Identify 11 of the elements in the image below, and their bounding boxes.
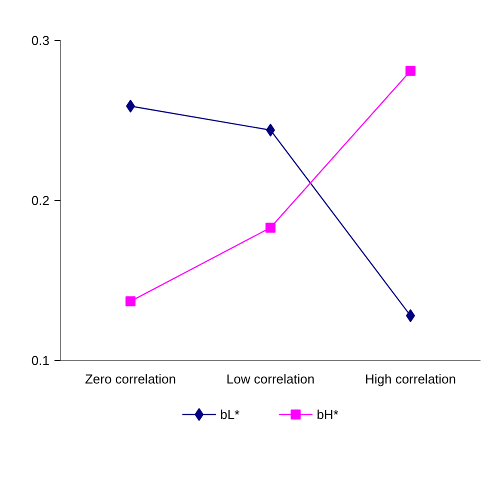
x-tick-label: Zero correlation	[84, 372, 176, 386]
legend-label: bH*	[316, 407, 338, 422]
point	[126, 296, 136, 306]
legend-label: bL*	[220, 407, 240, 422]
x-tick-label: Low correlation	[226, 372, 315, 386]
y-tick-label: 0.3	[31, 33, 50, 48]
point	[406, 66, 416, 76]
point	[266, 222, 276, 233]
y-tick-label: 0.2	[31, 193, 50, 208]
x-tick-label: High correlation	[364, 372, 456, 386]
y-tick-label: 0.1	[31, 353, 50, 368]
